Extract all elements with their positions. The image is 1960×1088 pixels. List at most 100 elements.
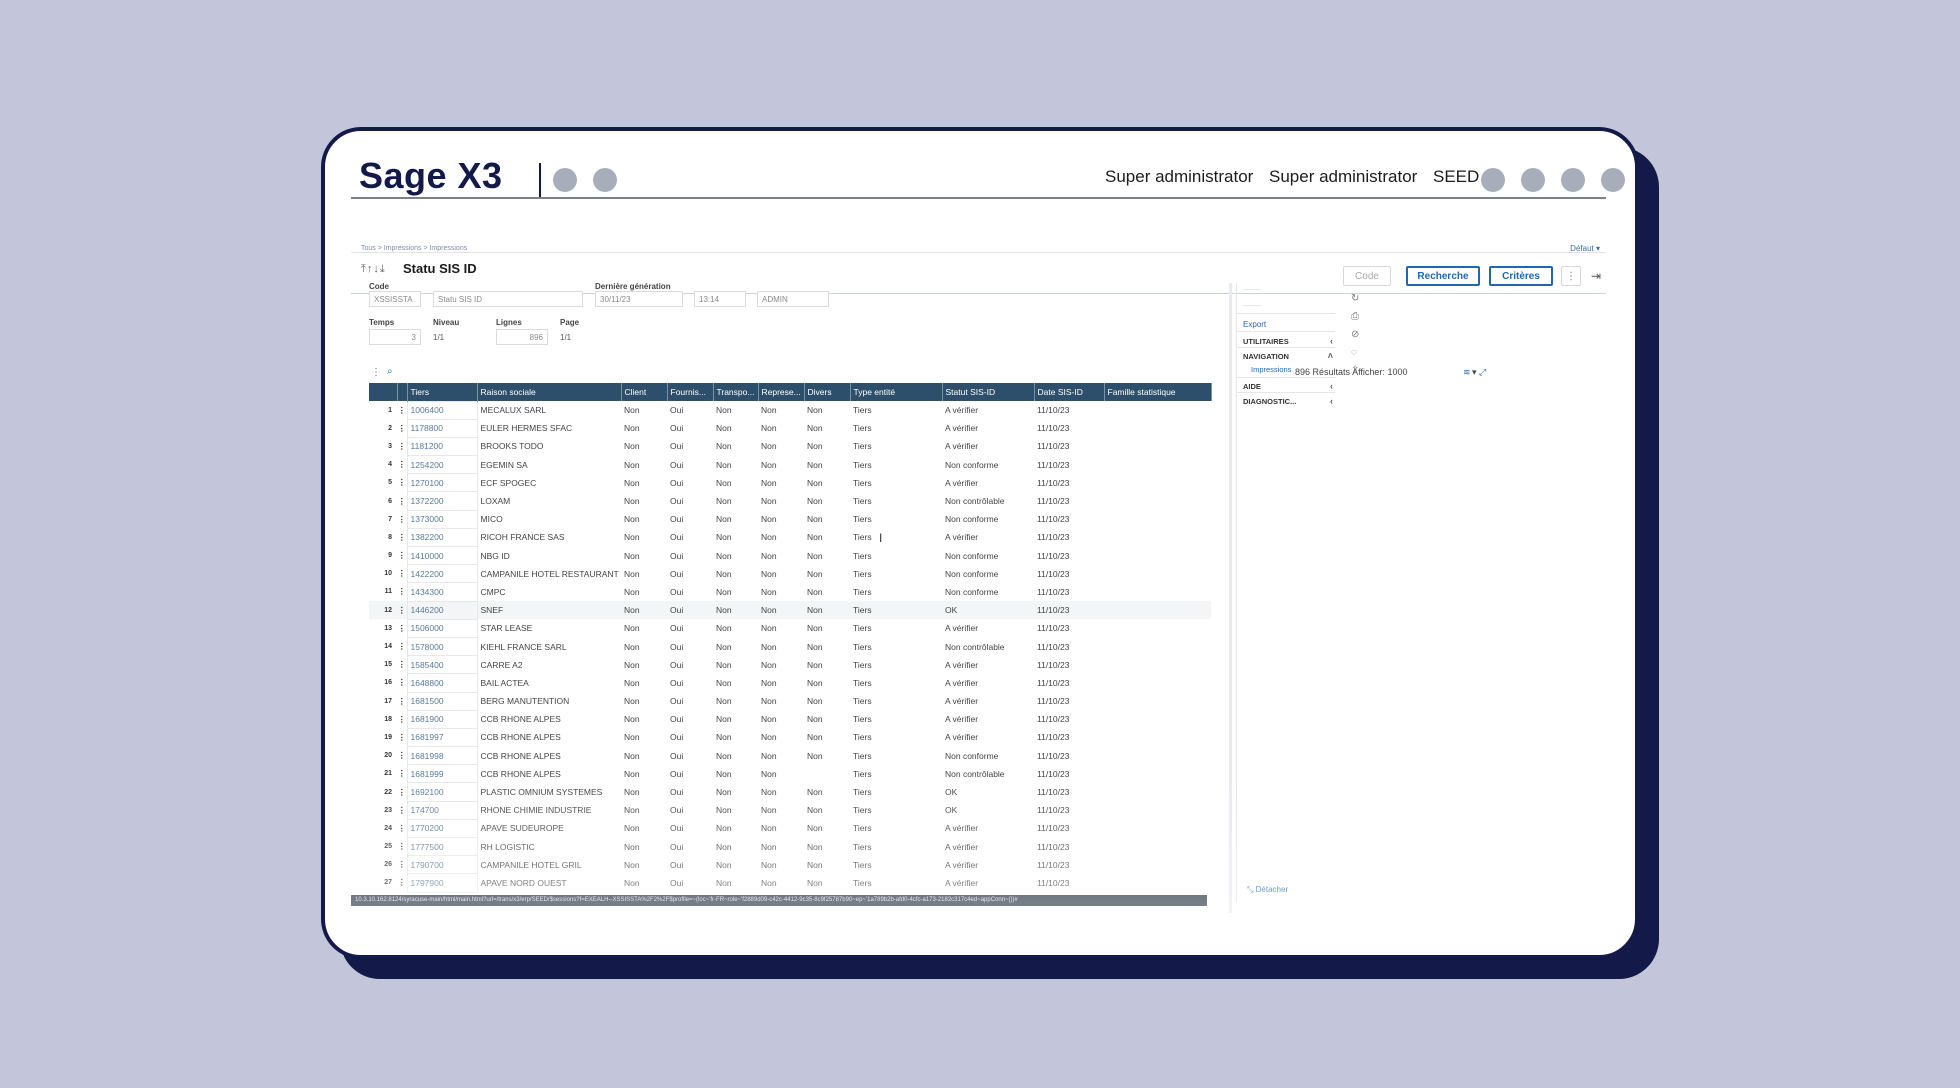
- cell-tiers[interactable]: 1382200: [406, 527, 478, 548]
- row-menu-icon[interactable]: ⋮: [397, 531, 407, 542]
- cell-tiers[interactable]: 1254200: [406, 455, 478, 475]
- row-menu-icon[interactable]: ⋮: [397, 477, 407, 488]
- placeholder-icon[interactable]: [1601, 168, 1625, 192]
- row-menu-icon[interactable]: ⋮: [397, 586, 407, 597]
- table-row[interactable]: 26 ⋮ 1790700 CAMPANILE HOTEL GRIL Non Oui Non N…: [369, 855, 1211, 875]
- utilitaires-section[interactable]: UTILITAIRES ‹: [1243, 336, 1335, 346]
- placeholder-icon[interactable]: [1561, 168, 1585, 192]
- row-menu-icon[interactable]: ⋮: [397, 877, 407, 888]
- cell-tiers[interactable]: 1790700: [406, 855, 478, 875]
- table-row[interactable]: 9 ⋮ 1410000 NBG ID Non Oui Non Non Non Tiers Non c…: [369, 545, 1211, 566]
- share-icon[interactable]: ⇪: [1351, 365, 1360, 376]
- column-header[interactable]: Famille statistique: [1104, 383, 1212, 401]
- expand-icon[interactable]: ⤢: [1479, 367, 1487, 377]
- temps-field[interactable]: 3: [369, 329, 421, 345]
- cell-tiers[interactable]: 1585400: [406, 655, 478, 675]
- cell-tiers[interactable]: 1777500: [406, 836, 478, 857]
- column-header[interactable]: Tiers: [407, 383, 478, 401]
- cell-tiers[interactable]: 1648800: [406, 673, 478, 693]
- table-row[interactable]: 18 ⋮ 1681900 CCB RHONE ALPES Non Oui Non Non Non…: [369, 709, 1211, 729]
- row-menu-icon[interactable]: ⋮: [397, 841, 407, 852]
- table-row[interactable]: 25 ⋮ 1777500 RH LOGISTIC Non Oui Non Non Non Tier…: [369, 836, 1211, 857]
- user-field[interactable]: ADMIN: [757, 291, 829, 307]
- user-name[interactable]: Super administrator: [1105, 167, 1254, 186]
- cell-tiers[interactable]: 1681900: [406, 709, 478, 729]
- cell-tiers[interactable]: 1681500: [406, 691, 478, 711]
- cell-tiers[interactable]: 1681999: [406, 764, 478, 784]
- row-menu-icon[interactable]: ⋮: [397, 422, 407, 433]
- row-menu-icon[interactable]: ⋮: [397, 495, 407, 506]
- table-row[interactable]: 8 ⋮ 1382200 RICOH FRANCE SAS Non Oui Non Non Non…: [369, 527, 1211, 548]
- user-role[interactable]: Super administrator: [1269, 167, 1418, 186]
- grid-menu-icon[interactable]: ⋮: [371, 367, 381, 378]
- cell-tiers[interactable]: 1506000: [406, 618, 478, 638]
- column-header[interactable]: Divers: [804, 383, 851, 401]
- date-field[interactable]: 30/11/23: [595, 291, 683, 307]
- refresh-icon[interactable]: ↻: [1351, 293, 1360, 304]
- table-row[interactable]: 14 ⋮ 1578000 KIEHL FRANCE SARL Non Oui Non Non N…: [369, 636, 1211, 657]
- table-row[interactable]: 7 ⋮ 1373000 MICO Non Oui Non Non Non Tiers Non con…: [369, 509, 1211, 529]
- row-menu-icon[interactable]: ⋮: [397, 513, 407, 524]
- cell-tiers[interactable]: 1006400: [406, 400, 478, 420]
- cell-tiers[interactable]: 1410000: [406, 545, 478, 566]
- row-menu-icon[interactable]: ⋮: [397, 859, 407, 870]
- navigation-section[interactable]: NAVIGATION ˄: [1243, 351, 1335, 361]
- time-field[interactable]: 13:14: [694, 291, 746, 307]
- row-menu-icon[interactable]: ⋮: [397, 713, 407, 724]
- row-menu-icon[interactable]: ⋮: [397, 440, 407, 451]
- code-description-field[interactable]: Statu SIS ID: [433, 291, 583, 307]
- table-row[interactable]: 11 ⋮ 1434300 CMPC Non Oui Non Non Non Tiers Non co…: [369, 582, 1211, 602]
- comment-icon[interactable]: ◌: [1351, 347, 1357, 358]
- column-header[interactable]: Fournis...: [667, 383, 714, 401]
- table-row[interactable]: 16 ⋮ 1648800 BAIL ACTEA Non Oui Non Non Non Tiers…: [369, 673, 1211, 693]
- cell-tiers[interactable]: 1797900: [406, 873, 478, 893]
- column-header[interactable]: Client: [621, 383, 668, 401]
- table-row[interactable]: 5 ⋮ 1270100 ECF SPOGEC Non Oui Non Non Non Tiers A…: [369, 473, 1211, 493]
- table-row[interactable]: 19 ⋮ 1681997 CCB RHONE ALPES Non Oui Non Non Non…: [369, 727, 1211, 748]
- row-menu-icon[interactable]: ⋮: [397, 768, 407, 779]
- table-row[interactable]: 22 ⋮ 1692100 PLASTIC OMNIUM SYSTEMES Non Oui N…: [369, 782, 1211, 802]
- column-header[interactable]: Statut SIS-ID: [942, 383, 1035, 401]
- row-menu-icon[interactable]: ⋮: [397, 731, 407, 742]
- cell-tiers[interactable]: 1181200: [406, 436, 478, 457]
- recherche-button[interactable]: Recherche: [1406, 266, 1480, 286]
- table-row[interactable]: 6 ⋮ 1372200 LOXAM Non Oui Non Non Non Tiers Non co…: [369, 491, 1211, 511]
- table-row[interactable]: 21 ⋮ 1681999 CCB RHONE ALPES Non Oui Non Non Tie…: [369, 764, 1211, 784]
- table-row[interactable]: 15 ⋮ 1585400 CARRE A2 Non Oui Non Non Non Tiers A …: [369, 655, 1211, 675]
- table-row[interactable]: 1 ⋮ 1006400 MECALUX SARL Non Oui Non Non Non Tier…: [369, 400, 1211, 420]
- print-icon[interactable]: ⎙: [1351, 311, 1359, 322]
- lignes-field[interactable]: 896: [496, 329, 548, 345]
- cell-tiers[interactable]: 1681998: [406, 746, 478, 766]
- cell-tiers[interactable]: 1692100: [406, 782, 478, 802]
- cell-tiers[interactable]: 1422200: [406, 564, 478, 584]
- column-header[interactable]: Transpo...: [713, 383, 759, 401]
- aide-section[interactable]: AIDE ‹: [1243, 381, 1335, 391]
- layers-icon[interactable]: ≋: [1463, 367, 1471, 377]
- row-menu-icon[interactable]: ⋮: [397, 750, 407, 761]
- table-row[interactable]: 2 ⋮ 1178800 EULER HERMES SFAC Non Oui Non Non No…: [369, 418, 1211, 438]
- row-menu-icon[interactable]: ⋮: [397, 804, 407, 815]
- attachment-icon[interactable]: ⊘: [1351, 329, 1360, 340]
- row-menu-icon[interactable]: ⋮: [397, 659, 407, 670]
- row-menu-icon[interactable]: ⋮: [397, 677, 407, 688]
- placeholder-icon[interactable]: [1481, 168, 1505, 192]
- chevron-down-icon[interactable]: ▾: [1471, 367, 1477, 377]
- placeholder-icon[interactable]: [593, 168, 617, 192]
- cell-tiers[interactable]: 1434300: [406, 582, 478, 602]
- column-header[interactable]: Date SIS-ID: [1034, 383, 1105, 401]
- row-menu-icon[interactable]: ⋮: [397, 786, 407, 797]
- detacher-link[interactable]: ⤡ Détacher: [1247, 885, 1288, 895]
- placeholder-icon[interactable]: [1521, 168, 1545, 192]
- table-row[interactable]: 13 ⋮ 1506000 STAR LEASE Non Oui Non Non Non Tiers…: [369, 618, 1211, 638]
- row-menu-icon[interactable]: ⋮: [397, 459, 407, 470]
- diagnostic-section[interactable]: DIAGNOSTIC... ‹: [1243, 396, 1335, 406]
- cell-tiers[interactable]: 1681997: [406, 727, 478, 748]
- afficher-select[interactable]: 1000: [1387, 367, 1408, 377]
- row-menu-icon[interactable]: ⋮: [397, 601, 407, 620]
- cell-tiers[interactable]: 1578000: [406, 636, 478, 657]
- row-menu-icon[interactable]: ⋮: [397, 641, 407, 652]
- cell-tiers[interactable]: 1270100: [406, 473, 478, 493]
- cell-tiers[interactable]: 1446200: [406, 600, 478, 620]
- column-header[interactable]: Represe...: [758, 383, 805, 401]
- row-menu-icon[interactable]: ⋮: [397, 695, 407, 706]
